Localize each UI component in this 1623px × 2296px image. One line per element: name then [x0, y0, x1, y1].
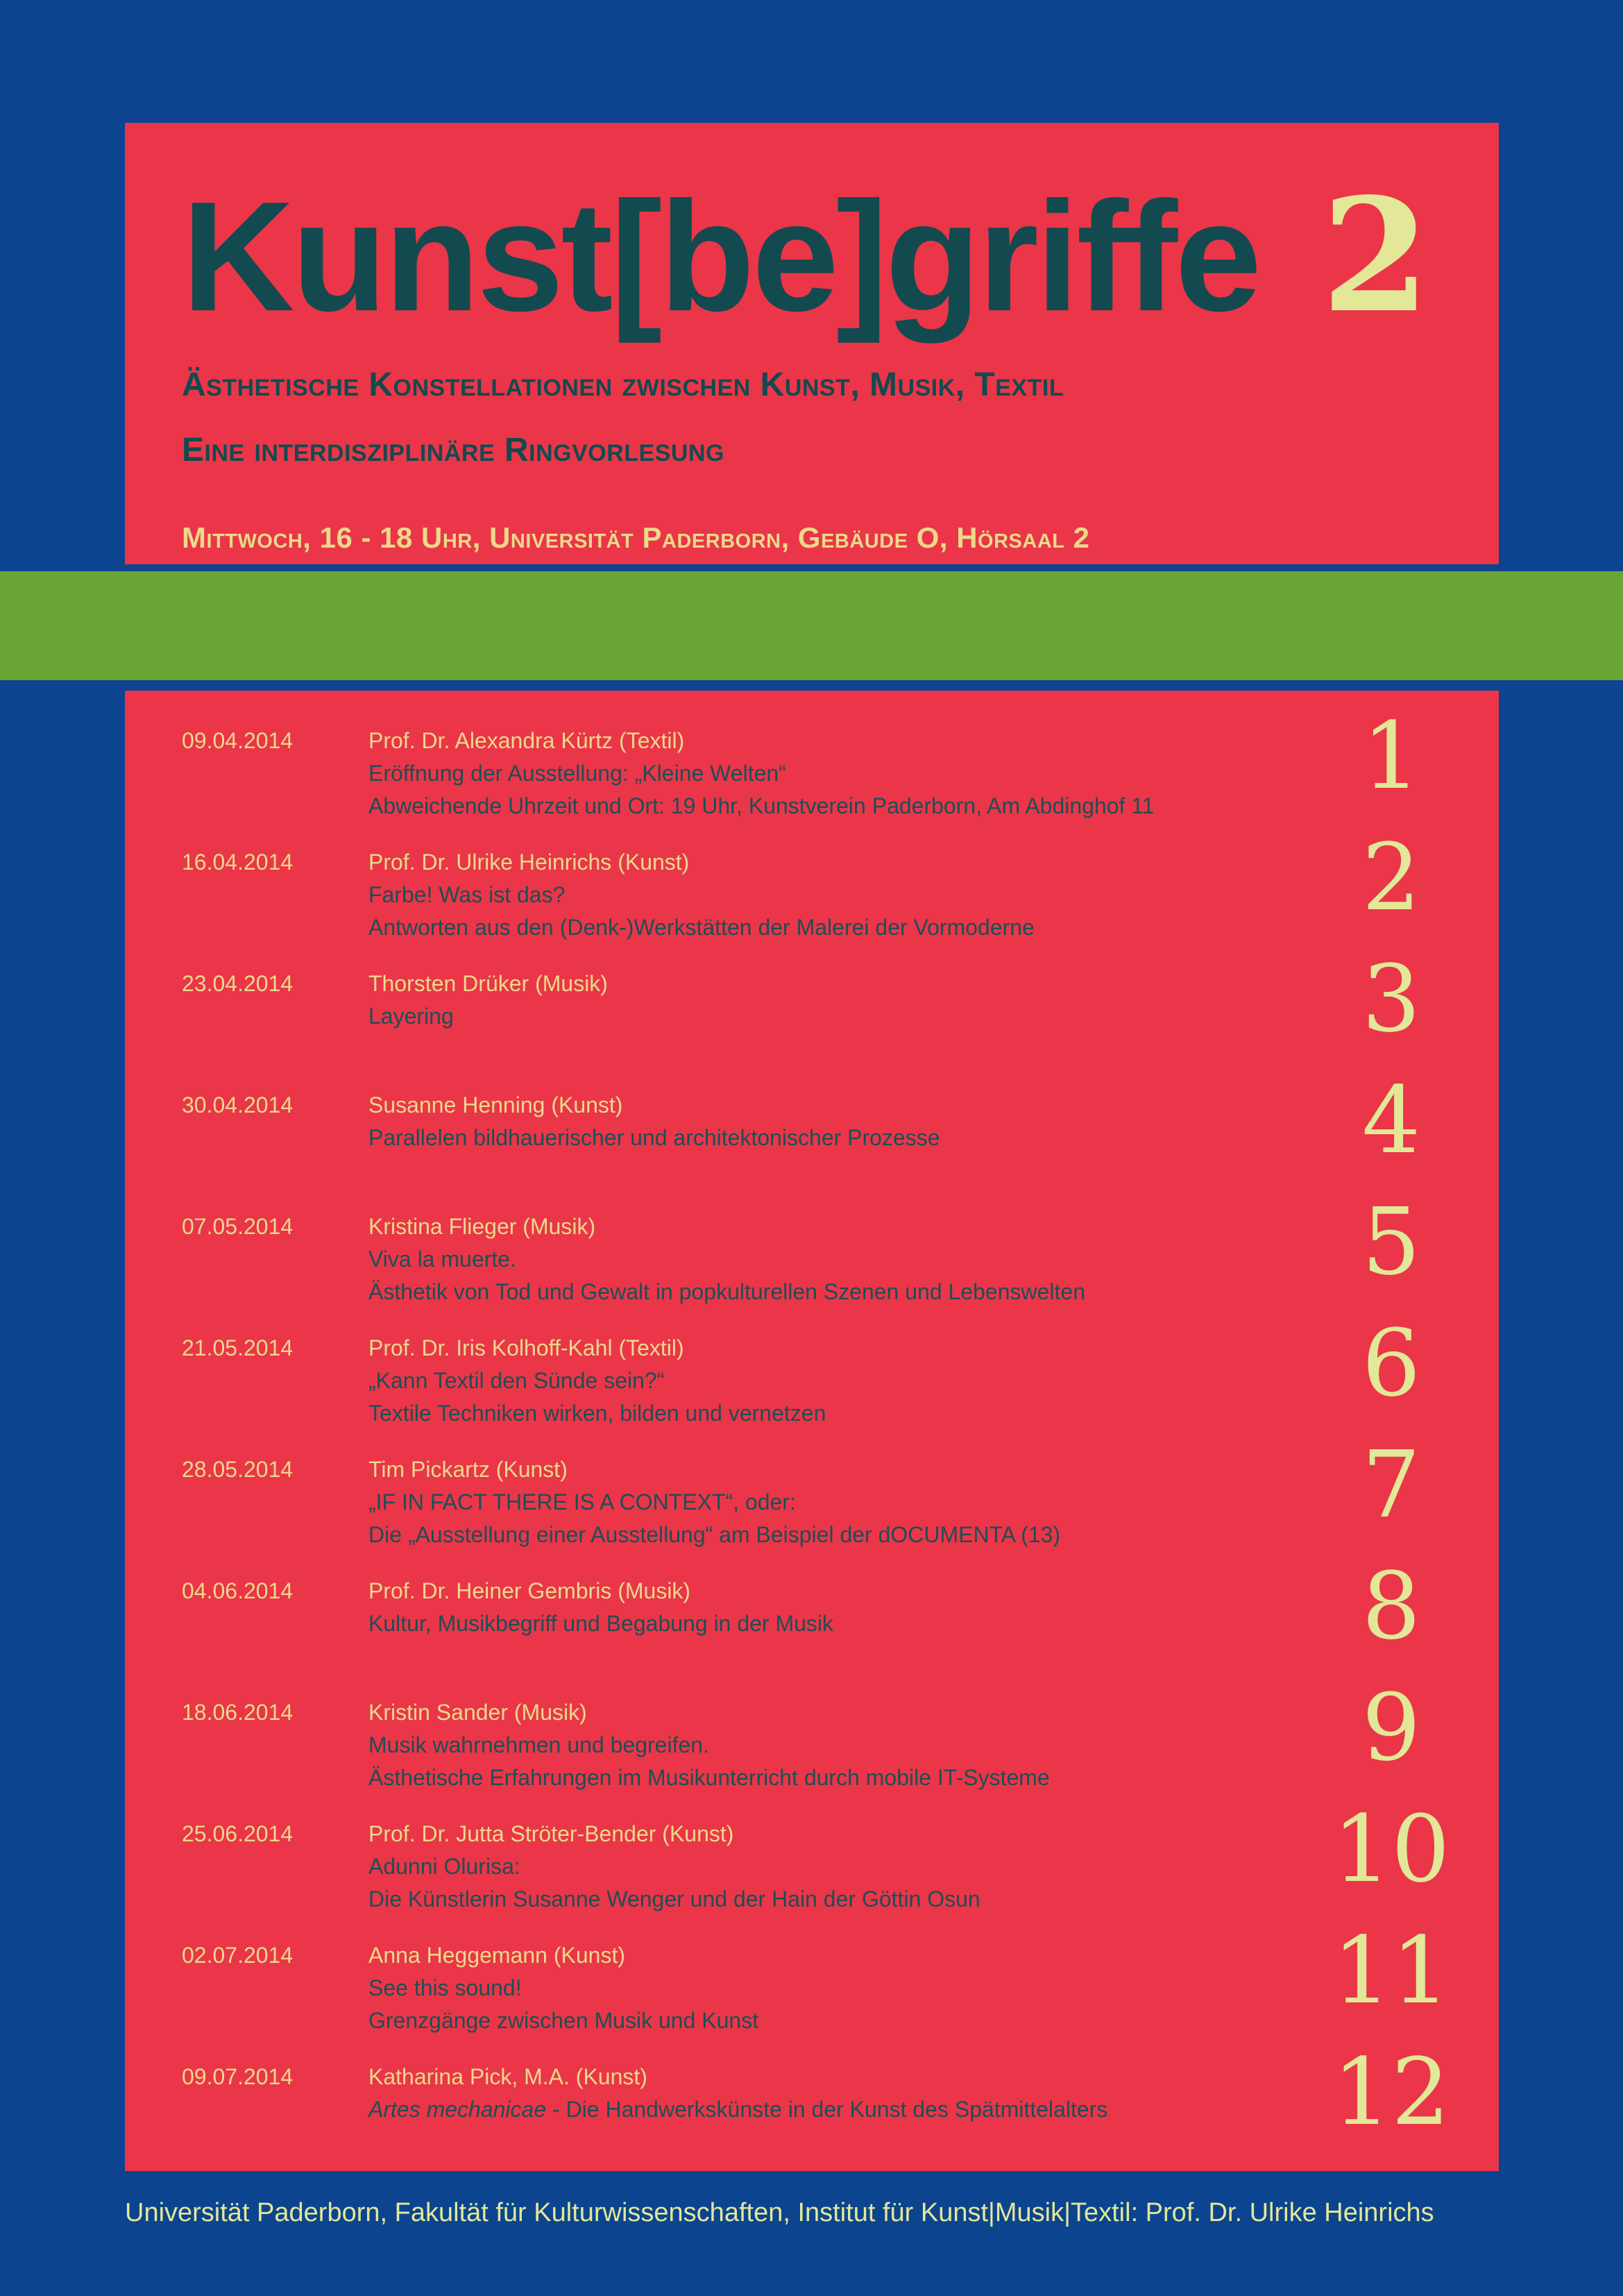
- poster-title: Kunst[be]griffe: [182, 169, 1261, 344]
- schedule-row: 16.04.2014 Prof. Dr. Ulrike Heinrichs (Ku…: [125, 832, 1499, 968]
- schedule-title-line: Ästhetische Erfahrungen im Musikunterric…: [368, 1765, 1050, 1790]
- schedule-date: 25.06.2014: [182, 1821, 294, 1846]
- schedule-number: 4: [1361, 1067, 1421, 1174]
- schedule-text: Kristin Sander (Musik) Musik wahrnehmen u…: [368, 1696, 1284, 1794]
- schedule-speaker: Prof. Dr. Alexandra Kürtz (Textil): [368, 728, 685, 753]
- schedule-title-line: Musik wahrnehmen und begreifen.: [368, 1732, 709, 1757]
- schedule-title-line: Artes mechanicae - Die Handwerkskünste i…: [368, 2097, 1108, 2122]
- schedule-speaker: Susanne Henning (Kunst): [368, 1092, 623, 1117]
- schedule-row: 04.06.2014 Prof. Dr. Heiner Gembris (Musi…: [125, 1561, 1499, 1696]
- schedule-number: 5: [1361, 1189, 1421, 1296]
- schedule-speaker: Prof. Dr. Heiner Gembris (Musik): [368, 1578, 691, 1603]
- schedule-title-line: Layering: [368, 1004, 454, 1029]
- schedule-row: 18.06.2014 Kristin Sander (Musik) Musik wa…: [125, 1682, 1499, 1818]
- poster-subtitle-2: Eine interdisziplinäre Ringvorlesung: [182, 432, 724, 469]
- schedule-title-line: Abweichende Uhrzeit und Ort: 19 Uhr, Kun…: [368, 793, 1155, 818]
- schedule-row: 25.06.2014 Prof. Dr. Jutta Ströter-Bender…: [125, 1804, 1499, 1939]
- schedule-speaker: Prof. Dr. Ulrike Heinrichs (Kunst): [368, 850, 690, 875]
- schedule-panel: 09.04.2014 Prof. Dr. Alexandra Kürtz (Tex…: [125, 691, 1499, 2171]
- schedule-number: 8: [1361, 1553, 1421, 1660]
- schedule-date: 16.04.2014: [182, 850, 294, 875]
- schedule-date: 21.05.2014: [182, 1335, 294, 1360]
- schedule-number: 2: [1361, 825, 1421, 931]
- schedule-title-line: „IF IN FACT THERE IS A CONTEXT“, oder:: [368, 1489, 796, 1514]
- schedule-text: Katharina Pick, M.A. (Kunst) Artes mechan…: [368, 2061, 1284, 2126]
- schedule-speaker: Prof. Dr. Iris Kolhoff-Kahl (Textil): [368, 1335, 684, 1360]
- schedule-title-line: Farbe! Was ist das?: [368, 882, 566, 907]
- schedule-number: 3: [1361, 946, 1421, 1053]
- schedule-date: 09.07.2014: [182, 2064, 294, 2089]
- schedule-date: 09.04.2014: [182, 728, 294, 753]
- schedule-date: 30.04.2014: [182, 1092, 294, 1117]
- schedule-title-line: Parallelen bildhauerischer und architekt…: [368, 1125, 940, 1150]
- schedule-row: 28.05.2014 Tim Pickartz (Kunst) „IF IN FAC…: [125, 1440, 1499, 1575]
- schedule-rows: 09.04.2014 Prof. Dr. Alexandra Kürtz (Tex…: [125, 711, 1499, 2171]
- schedule-number: 7: [1361, 1432, 1421, 1539]
- schedule-text: Prof. Dr. Jutta Ströter-Bender (Kunst) Ad…: [368, 1818, 1284, 1916]
- schedule-date: 07.05.2014: [182, 1214, 294, 1239]
- schedule-title-line: Eröffnung der Ausstellung: „Kleine Welte…: [368, 761, 786, 786]
- schedule-text: Kristina Flieger (Musik) Viva la muerte. Ä…: [368, 1210, 1284, 1308]
- schedule-speaker: Anna Heggemann (Kunst): [368, 1943, 625, 1968]
- schedule-date: 18.06.2014: [182, 1700, 294, 1725]
- schedule-text: Prof. Dr. Alexandra Kürtz (Textil) Eröffn…: [368, 725, 1284, 822]
- schedule-title-line: Adunni Olurisa:: [368, 1854, 520, 1879]
- schedule-number: 6: [1361, 1310, 1421, 1417]
- schedule-title-italic: Artes mechanicae: [368, 2097, 547, 2122]
- schedule-title-line: „Kann Textil den Sünde sein?“: [368, 1368, 665, 1393]
- schedule-text: Tim Pickartz (Kunst) „IF IN FACT THERE IS…: [368, 1453, 1284, 1551]
- schedule-title-line: Kultur, Musikbegriff und Begabung in der…: [368, 1611, 834, 1636]
- header-panel: Kunst[be]griffe 2 Ästhetische Konstellati…: [125, 123, 1499, 564]
- schedule-row: 30.04.2014 Susanne Henning (Kunst) Paralle…: [125, 1075, 1499, 1210]
- schedule-text: Susanne Henning (Kunst) Parallelen bildha…: [368, 1089, 1284, 1154]
- schedule-number: 1: [1361, 703, 1421, 810]
- schedule-title-line: Viva la muerte.: [368, 1247, 516, 1272]
- schedule-speaker: Thorsten Drüker (Musik): [368, 971, 608, 996]
- green-divider-band: [0, 571, 1623, 680]
- schedule-speaker: Kristina Flieger (Musik): [368, 1214, 596, 1239]
- schedule-number: 11: [1332, 1918, 1450, 2025]
- schedule-speaker: Katharina Pick, M.A. (Kunst): [368, 2064, 647, 2089]
- schedule-row: 23.04.2014 Thorsten Drüker (Musik) Layerin…: [125, 954, 1499, 1089]
- schedule-title-line: Die Künstlerin Susanne Wenger und der Ha…: [368, 1886, 980, 1911]
- schedule-title-line: Antworten aus den (Denk-)Werkstätten der…: [368, 915, 1035, 940]
- schedule-title-line: Die „Ausstellung einer Ausstellung“ am B…: [368, 1522, 1061, 1547]
- schedule-title-line: Grenzgänge zwischen Musik und Kunst: [368, 2008, 759, 2033]
- schedule-title-line: Ästhetik von Tod und Gewalt in popkultur…: [368, 1279, 1085, 1304]
- schedule-number: 10: [1332, 1796, 1450, 1903]
- schedule-text: Anna Heggemann (Kunst) See this sound! Gre…: [368, 1939, 1284, 2037]
- schedule-text: Prof. Dr. Ulrike Heinrichs (Kunst) Farbe!…: [368, 846, 1284, 944]
- poster-title-number: 2: [1321, 164, 1430, 348]
- poster-title-line: Kunst[be]griffe 2: [182, 178, 1430, 335]
- schedule-title-line: Textile Techniken wirken, bilden und ver…: [368, 1401, 826, 1426]
- poster-meta-line: Mittwoch, 16 - 18 Uhr, Universität Pader…: [182, 521, 1090, 554]
- schedule-title-line: See this sound!: [368, 1975, 522, 2000]
- schedule-row: 21.05.2014 Prof. Dr. Iris Kolhoff-Kahl (T…: [125, 1318, 1499, 1453]
- schedule-text: Prof. Dr. Heiner Gembris (Musik) Kultur, …: [368, 1575, 1284, 1640]
- schedule-speaker: Kristin Sander (Musik): [368, 1700, 587, 1725]
- schedule-date: 23.04.2014: [182, 971, 294, 996]
- poster-subtitle-1: Ästhetische Konstellationen zwischen Kun…: [182, 366, 1064, 403]
- schedule-row: 07.05.2014 Kristina Flieger (Musik) Viva l…: [125, 1197, 1499, 1332]
- schedule-number: 9: [1361, 1675, 1421, 1782]
- schedule-speaker: Prof. Dr. Jutta Ströter-Bender (Kunst): [368, 1821, 734, 1846]
- schedule-date: 02.07.2014: [182, 1943, 294, 1968]
- schedule-date: 28.05.2014: [182, 1457, 294, 1482]
- schedule-row: 09.04.2014 Prof. Dr. Alexandra Kürtz (Tex…: [125, 711, 1499, 846]
- schedule-row: 02.07.2014 Anna Heggemann (Kunst) See this…: [125, 1925, 1499, 2061]
- schedule-row: 09.07.2014 Katharina Pick, M.A. (Kunst) Ar…: [125, 2047, 1499, 2171]
- schedule-speaker: Tim Pickartz (Kunst): [368, 1457, 568, 1482]
- schedule-text: Thorsten Drüker (Musik) Layering: [368, 968, 1284, 1033]
- schedule-date: 04.06.2014: [182, 1578, 294, 1603]
- schedule-text: Prof. Dr. Iris Kolhoff-Kahl (Textil) „Kan…: [368, 1332, 1284, 1430]
- schedule-number: 12: [1332, 2039, 1450, 2146]
- footer-credit-line: Universität Paderborn, Fakultät für Kult…: [125, 2198, 1434, 2227]
